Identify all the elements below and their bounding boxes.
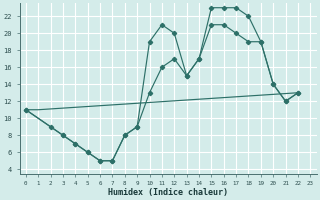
X-axis label: Humidex (Indice chaleur): Humidex (Indice chaleur) (108, 188, 228, 197)
